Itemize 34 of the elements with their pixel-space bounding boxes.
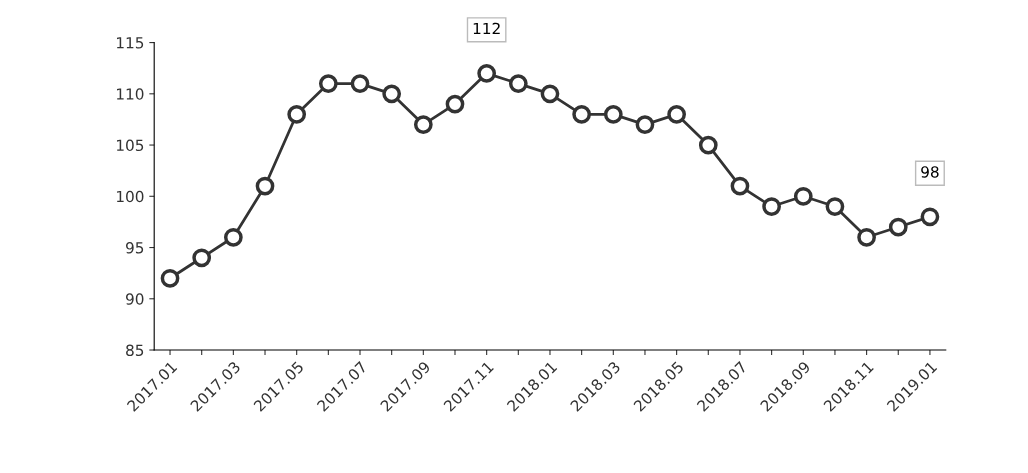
point xyxy=(223,227,243,247)
point xyxy=(762,197,781,216)
y-tick-label: 115 xyxy=(116,37,144,49)
point xyxy=(508,74,528,93)
point xyxy=(667,104,687,124)
point xyxy=(255,176,275,196)
point xyxy=(730,176,750,196)
point xyxy=(603,104,623,124)
point xyxy=(540,84,560,104)
point xyxy=(445,94,465,114)
annotation: 112 xyxy=(473,22,500,35)
point xyxy=(572,104,592,124)
point xyxy=(857,227,876,247)
point xyxy=(793,186,813,206)
y-tick-label: 100 xyxy=(116,190,144,203)
point xyxy=(318,74,338,93)
y-tick-label: 95 xyxy=(126,242,144,254)
point xyxy=(698,135,718,155)
point xyxy=(888,217,908,237)
point xyxy=(477,63,497,83)
y-tick-label: 90 xyxy=(126,293,144,305)
point xyxy=(192,248,212,268)
point xyxy=(382,84,402,104)
y-tick-label: 85 xyxy=(126,344,144,357)
point xyxy=(160,268,180,288)
point xyxy=(287,104,307,124)
point xyxy=(635,115,655,134)
annotation: 98 xyxy=(921,166,939,178)
y-tick-label: 110 xyxy=(116,88,144,100)
point xyxy=(413,115,433,134)
point xyxy=(350,74,370,93)
point xyxy=(825,197,845,216)
y-tick-label: 105 xyxy=(116,139,144,152)
point xyxy=(920,207,940,227)
